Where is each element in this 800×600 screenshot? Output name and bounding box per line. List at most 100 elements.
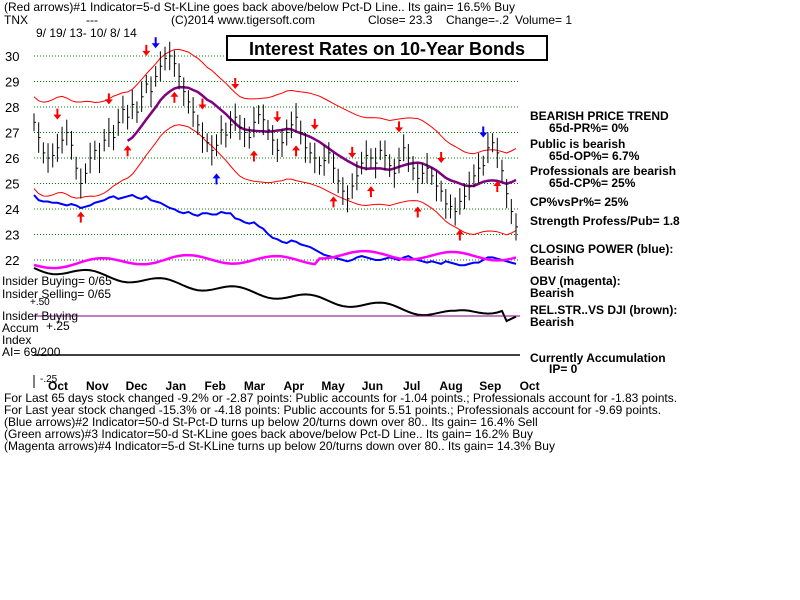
relstr-line — [33, 267, 517, 323]
ticker-symbol: TNX — [4, 13, 28, 27]
arrow-up-icon — [292, 145, 301, 157]
change-value: Change=-.2 — [446, 13, 510, 27]
trend-title: BEARISH PRICE TREND — [530, 109, 669, 123]
footer-line-2: For Last year stock changed -15.3% or -4… — [4, 403, 662, 417]
insider-selling: Insider Selling= 0/65 — [2, 287, 112, 301]
relstr-label: REL.STR..VS DJI (brown): — [530, 303, 678, 317]
arrow-up-icon — [455, 229, 464, 241]
lower-band — [33, 124, 517, 236]
closing-power-value: Bearish — [530, 254, 575, 268]
x-tick-labels: Oct Nov Dec Jan Feb Mar Apr May Jun Jul Aug Sep Oct — [48, 379, 540, 393]
moving-average — [126, 85, 517, 188]
arrow-down-icon — [104, 93, 113, 105]
public-status: Public is bearish — [530, 137, 626, 151]
arrow-up-icon — [170, 91, 179, 103]
x-tick-3: Jan — [166, 379, 187, 393]
price-bands — [33, 48, 517, 236]
arrow-up-icon — [123, 145, 132, 157]
arrow-down-icon — [348, 146, 357, 158]
y-tick-28: 28 — [5, 100, 19, 115]
y-tick-30: 30 — [5, 49, 19, 64]
footer-line-3: (Blue arrows)#2 Indicator=50-d St-Pct-D … — [4, 415, 538, 429]
arrow-down-icon — [231, 78, 240, 90]
y-tick-27: 27 — [5, 126, 19, 141]
upper-band — [33, 48, 517, 155]
close-value: Close= 23.3 — [368, 13, 433, 27]
footer-line-5: (Magenta arrows)#4 Indicator=5-d St-KLin… — [4, 439, 555, 453]
arrow-down-icon — [142, 44, 151, 56]
x-tick-12: Oct — [520, 379, 540, 393]
y-tick-23: 23 — [5, 228, 19, 243]
arrow-down-icon — [151, 37, 160, 49]
insider-buying-label: Insider Buying — [2, 309, 79, 323]
date-range: 9/ 19/ 13- 10/ 8/ 14 — [36, 26, 137, 40]
x-tick-2: Dec — [126, 379, 148, 393]
insider-buying: Insider Buying= 0/65 — [2, 274, 112, 288]
closing-power-label: CLOSING POWER (blue): — [530, 242, 674, 256]
signal-arrows — [53, 37, 502, 241]
minus25-label: -.25 — [40, 374, 58, 385]
chart-title-box: Interest Rates on 10-Year Bonds — [226, 35, 548, 61]
arrow-up-icon — [413, 206, 422, 218]
chart-title: Interest Rates on 10-Year Bonds — [248, 39, 526, 59]
index-label: Index — [2, 333, 32, 347]
pros-status: Professionals are bearish — [530, 164, 677, 178]
arrow-up-icon — [212, 173, 221, 185]
x-tick-4: Feb — [205, 379, 226, 393]
ai-value: AI= 69/200 — [2, 345, 61, 359]
pr-value: 65d-PR%= 0% — [549, 121, 629, 135]
plus25-label: +.25 — [46, 319, 70, 333]
arrow-up-icon — [249, 150, 258, 162]
obv-value: Bearish — [530, 286, 575, 300]
footer-line-1: For Last 65 days stock changed -9.2% or … — [4, 391, 678, 405]
strength-value: Strength Profess/Pub= 1.8 — [530, 214, 680, 228]
closing-power-series — [33, 193, 517, 267]
arrow-up-icon — [493, 181, 502, 193]
x-tick-1: Nov — [86, 379, 109, 393]
plus50-label: +.50 — [30, 297, 50, 308]
cp-value: 65d-CP%= 25% — [549, 176, 636, 190]
arrow-up-icon — [329, 196, 338, 208]
ma-line — [126, 85, 517, 188]
x-tick-0: Oct — [48, 379, 68, 393]
x-tick-11: Sep — [479, 379, 501, 393]
cpvspr-value: CP%vsPr%= 25% — [530, 195, 629, 209]
accum-label-left: Accum — [2, 321, 39, 335]
y-tick-26: 26 — [5, 151, 19, 166]
arrow-down-icon — [437, 152, 446, 163]
copyright: (C)2014 www.tigersoft.com — [171, 13, 316, 27]
accumulation-index — [33, 354, 520, 388]
x-tick-5: Mar — [244, 379, 266, 393]
arrow-up-icon — [76, 211, 85, 223]
obv-label: OBV (magenta): — [530, 274, 621, 288]
ip-value: IP= 0 — [549, 362, 578, 376]
relstr-value: Bearish — [530, 315, 575, 329]
ticker-dashes: --- — [86, 13, 98, 27]
y-tick-22: 22 — [5, 253, 19, 268]
arrow-down-icon — [198, 98, 207, 110]
y-tick-labels: 22 23 24 25 26 27 28 29 30 — [5, 49, 19, 268]
y-tick-25: 25 — [5, 177, 19, 192]
x-tick-9: Jul — [403, 379, 420, 393]
y-tick-24: 24 — [5, 202, 19, 217]
x-tick-6: Apr — [283, 379, 304, 393]
footer-line-4: (Green arrows)#3 Indicator=50-d St-KLine… — [4, 427, 533, 441]
arrow-down-icon — [310, 118, 319, 130]
obv-series — [33, 249, 517, 270]
x-tick-8: Jun — [362, 379, 383, 393]
x-tick-10: Aug — [439, 379, 462, 393]
obv-line — [33, 249, 517, 270]
relstr-series — [33, 267, 520, 323]
op-value: 65d-OP%= 6.7% — [549, 149, 640, 163]
volume-value: Volume= 1 — [515, 13, 573, 27]
accum-label: Currently Accumulation — [530, 351, 666, 365]
header-indicator-line: (Red arrows)#1 Indicator=5-d St-KLine go… — [4, 0, 515, 14]
arrow-down-icon — [479, 126, 488, 138]
arrow-down-icon — [395, 121, 404, 133]
arrow-down-icon — [273, 111, 282, 123]
price-series — [33, 41, 518, 241]
closing-power-line — [33, 193, 517, 267]
arrow-up-icon — [366, 186, 375, 198]
arrow-down-icon — [53, 108, 62, 120]
